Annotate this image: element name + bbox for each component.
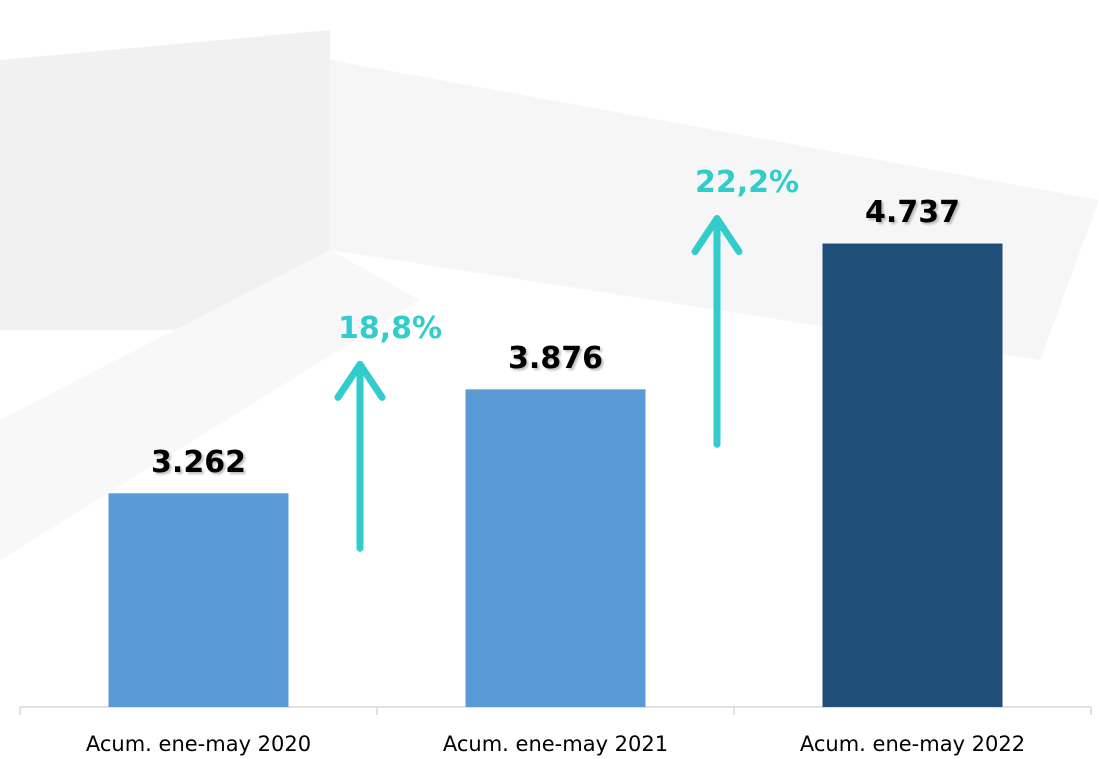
growth-label: 18,8% [338,311,442,346]
growth-label: 22,2% [695,165,799,200]
x-tick-label: Acum. ene-may 2021 [443,732,668,756]
bar [466,389,646,707]
bar [823,244,1003,707]
chart: Acum. ene-may 2020 3.262 Acum. ene-may 202… [0,0,1099,759]
bar [109,493,289,707]
value-label: 3.262 [151,445,246,480]
growth-arrow [338,364,382,548]
value-label: 3.876 [508,341,603,376]
x-tick-label: Acum. ene-may 2022 [800,732,1025,756]
value-label: 4.737 [865,195,960,230]
x-tick-label: Acum. ene-may 2020 [86,732,311,756]
